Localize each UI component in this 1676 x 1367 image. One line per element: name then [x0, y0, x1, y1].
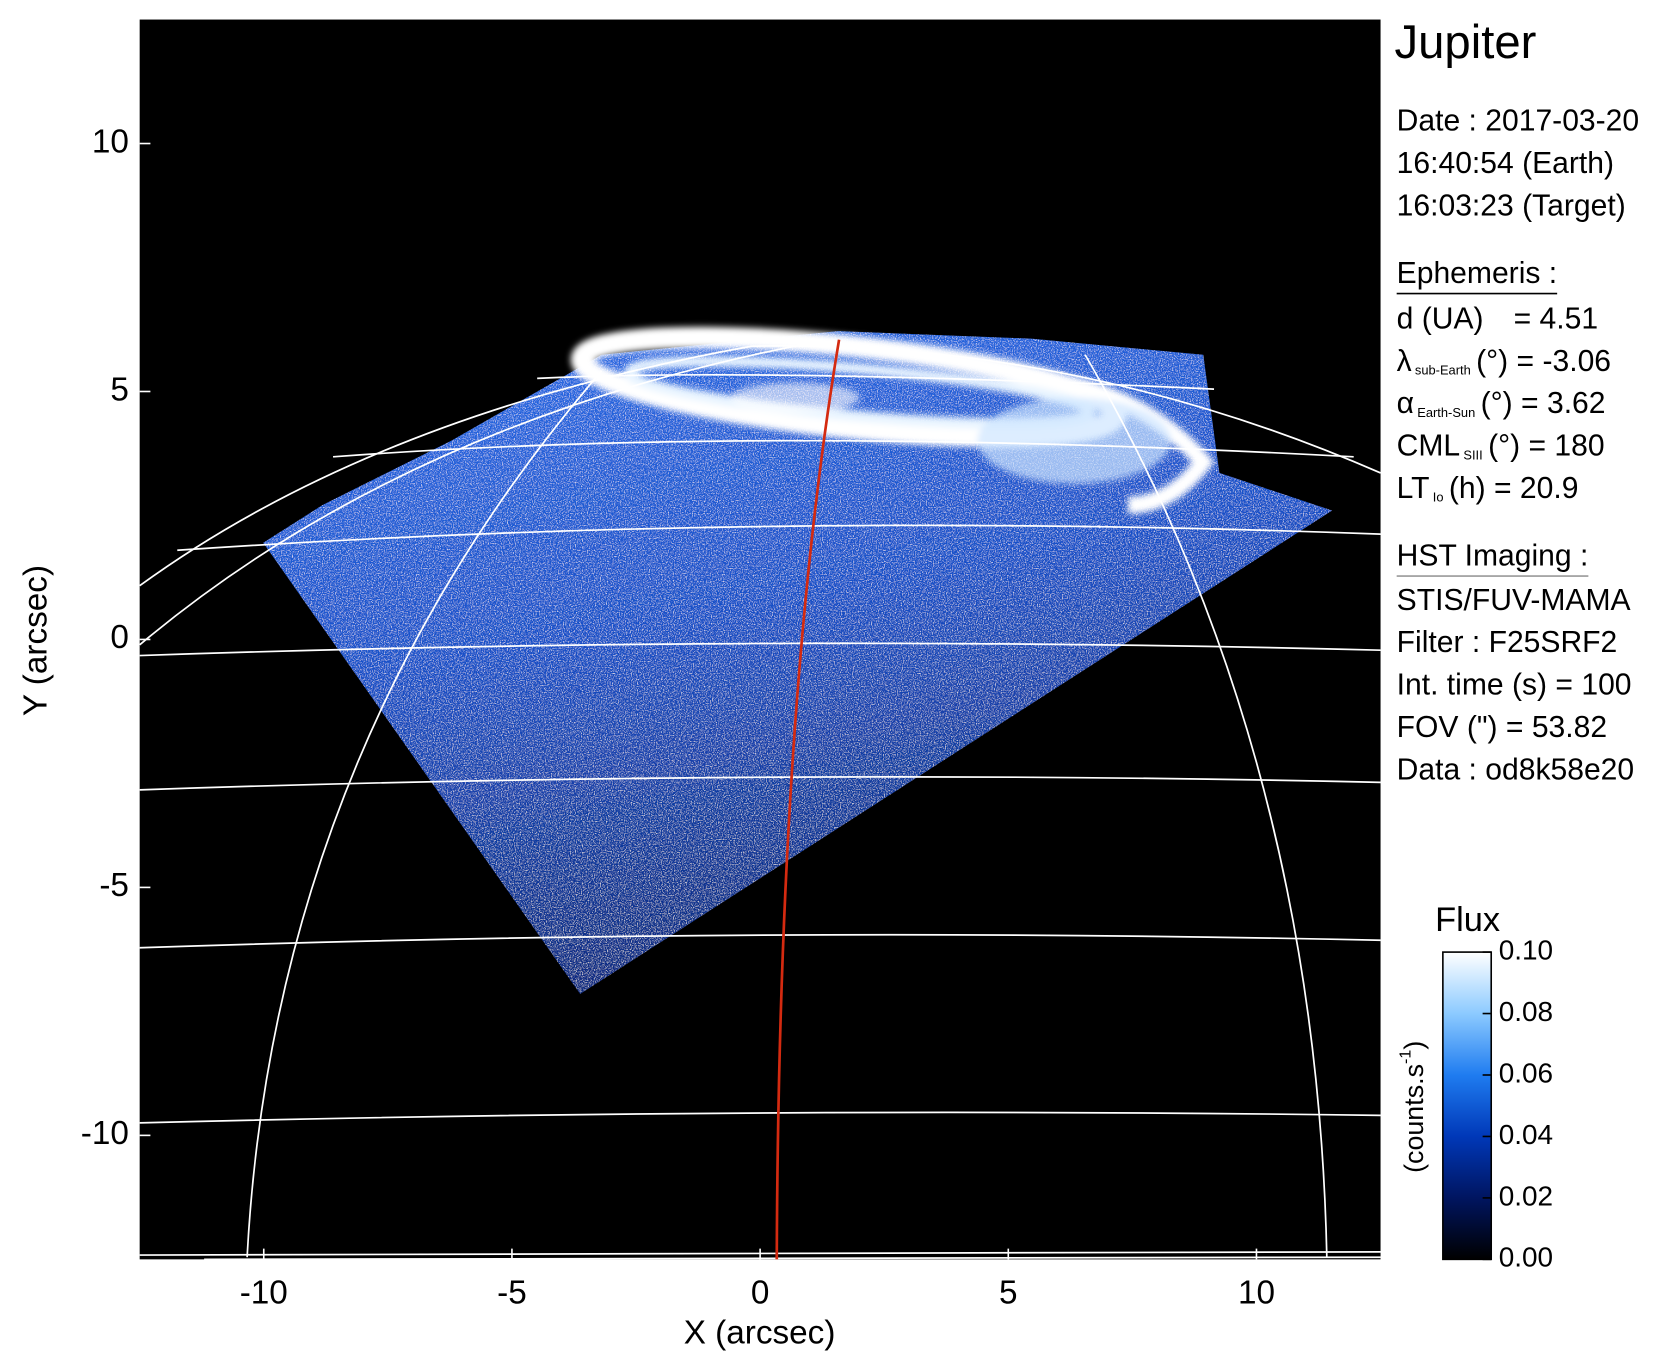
y-tick-label: -10	[81, 1115, 129, 1152]
ephemeris-value: = 4.51	[1514, 302, 1598, 335]
colorbar-tick-label: 0.08	[1499, 996, 1553, 1027]
ephemeris-value: (°) = 3.62	[1481, 387, 1606, 420]
ephemeris-value: (°) = 180	[1488, 430, 1605, 463]
ephemeris-value: (°) = -3.06	[1476, 345, 1611, 378]
colorbar-label-end: )	[1399, 1041, 1429, 1050]
colorbar	[1442, 951, 1493, 1261]
date-line: 16:03:23 (Target)	[1397, 190, 1626, 223]
x-tick-label: 5	[999, 1275, 1018, 1312]
y-tick-label: -5	[99, 867, 129, 904]
ephemeris-symbol: α	[1397, 387, 1414, 420]
colorbar-label: (counts.s-1)	[1397, 1041, 1430, 1173]
imaging-line: Filter : F25SRF2	[1397, 626, 1618, 659]
date-line: Date : 2017-03-20	[1397, 105, 1639, 138]
date-line: 16:40:54 (Earth)	[1397, 147, 1614, 180]
colorbar-label-sup: -1	[1397, 1050, 1415, 1064]
ephemeris-subscript: Earth-Sun	[1417, 405, 1475, 420]
ephemeris-subscript: Io	[1433, 490, 1444, 505]
chart-title: Jupiter	[1395, 16, 1537, 69]
y-tick-label: 0	[110, 619, 129, 656]
x-tick-label: 10	[1238, 1275, 1275, 1312]
colorbar-title: Flux	[1435, 901, 1500, 939]
ephemeris-symbol: LT	[1397, 472, 1430, 505]
ephemeris-symbol: CML	[1397, 430, 1461, 463]
ephemeris-line: α Earth-Sun (°) = 3.62	[1397, 387, 1606, 420]
ephemeris-subscript: SIII	[1463, 448, 1482, 463]
colorbar-tick-label: 0.02	[1499, 1180, 1553, 1211]
colorbar-tick-label: 0.00	[1499, 1242, 1553, 1273]
aurora	[570, 326, 1215, 514]
ephemeris-symbol: λ	[1397, 345, 1412, 378]
info-panel: Jupiter Date : 2017-03-20 16:40:54 (Earth…	[1395, 16, 1640, 787]
ephemeris-title: Ephemeris :	[1397, 257, 1557, 290]
y-tick-label: 5	[110, 371, 129, 408]
ephemeris-subscript: sub-Earth	[1415, 363, 1471, 378]
x-tick-label: -10	[240, 1275, 288, 1312]
imaging-line: FOV (") = 53.82	[1397, 711, 1607, 744]
ephemeris-line: d (UA) = 4.51	[1397, 302, 1598, 335]
colorbar-tick-label: 0.04	[1499, 1119, 1553, 1150]
imaging-title: HST Imaging :	[1397, 540, 1589, 573]
ephemeris-value: (h) = 20.9	[1449, 472, 1579, 505]
ephemeris-line: λ sub-Earth (°) = -3.06	[1397, 345, 1611, 378]
colorbar-tick-label: 0.06	[1499, 1057, 1553, 1088]
imaging-line: STIS/FUV-MAMA	[1397, 584, 1631, 617]
ephemeris-line: CML SIII (°) = 180	[1397, 430, 1605, 463]
y-tick-label: 10	[92, 123, 129, 160]
ephemeris-symbol: d (UA)	[1397, 302, 1484, 335]
imaging-line: Data : od8k58e20	[1397, 754, 1634, 787]
colorbar-tick-label: 0.10	[1499, 934, 1553, 965]
observation-image	[263, 326, 1333, 994]
x-axis-label: X (arcsec)	[684, 1314, 836, 1351]
detector-field	[263, 331, 1333, 994]
y-axis-label: Y (arcsec)	[17, 565, 54, 716]
ephemeris-line: LT Io (h) = 20.9	[1397, 472, 1579, 505]
x-tick-label: 0	[751, 1275, 770, 1312]
imaging-line: Int. time (s) = 100	[1397, 669, 1632, 702]
central-meridian	[775, 339, 841, 1260]
x-tick-label: -5	[497, 1275, 527, 1312]
colorbar-label-text: (counts.s	[1399, 1064, 1429, 1173]
